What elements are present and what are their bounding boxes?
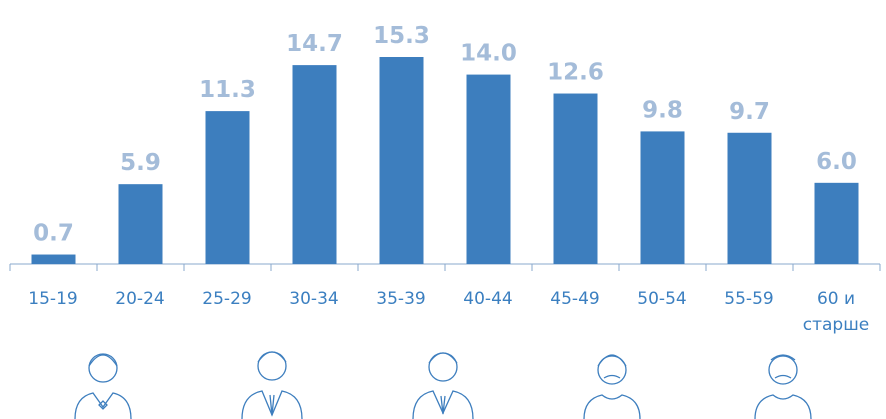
- value-label: 5.9: [120, 150, 161, 176]
- value-label: 11.3: [199, 77, 256, 103]
- value-label: 15.3: [373, 23, 430, 49]
- x-tick-label: 20-24: [115, 289, 165, 309]
- x-tick-label: 40-44: [463, 289, 513, 309]
- x-tick-label: 25-29: [202, 289, 252, 309]
- x-tick-label: 60 и старше: [802, 289, 870, 335]
- bar: [814, 182, 859, 264]
- bar: [727, 132, 772, 264]
- bar: [31, 254, 76, 264]
- value-label: 14.0: [460, 41, 517, 67]
- bar: [553, 93, 598, 264]
- x-tick-label: 55-59: [724, 289, 774, 309]
- bar: [379, 57, 424, 264]
- value-label: 0.7: [33, 221, 74, 247]
- bar: [292, 65, 337, 264]
- x-tick-label: 15-19: [28, 289, 78, 309]
- value-label: 6.0: [816, 149, 857, 175]
- x-tick-label: 30-34: [289, 289, 339, 309]
- bar: [205, 111, 250, 264]
- bar: [466, 74, 511, 265]
- value-label: 14.7: [286, 31, 343, 57]
- x-tick-label: 35-39: [376, 289, 426, 309]
- x-tick-label: 45-49: [550, 289, 600, 309]
- value-label: 12.6: [547, 60, 604, 86]
- icons: [74, 351, 812, 419]
- x-tick-label: 50-54: [637, 289, 687, 309]
- value-label: 9.7: [729, 99, 770, 125]
- bar: [640, 131, 685, 264]
- bar: [118, 184, 163, 264]
- value-label: 9.8: [642, 97, 683, 123]
